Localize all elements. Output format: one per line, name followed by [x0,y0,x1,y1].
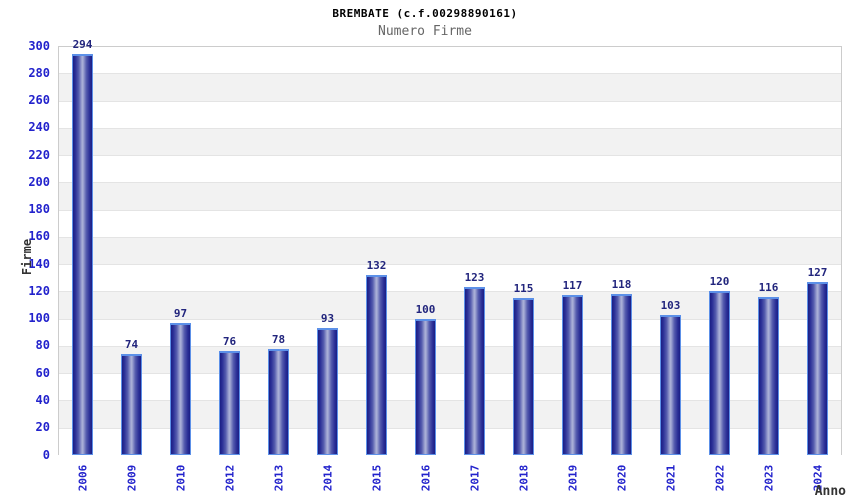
y-tick-label: 120 [28,283,50,298]
x-tick-label: 2015 [370,464,383,492]
x-tick-label: 2006 [76,464,89,492]
x-tick-label: 2022 [713,464,726,492]
bar-value-label: 78 [271,332,286,346]
bar-value-label: 100 [415,302,436,316]
bar [317,328,338,455]
bar [366,275,387,455]
y-tick-label: 280 [28,65,50,80]
x-tick-label: 2009 [125,464,138,492]
x-tick-label: 2021 [664,464,677,492]
y-axis-title: Firme [20,238,34,276]
y-tick-label: 20 [35,420,50,435]
bar-value-label: 93 [320,312,335,326]
grid-band [59,128,841,157]
bar [807,281,828,455]
x-tick-label: 2019 [566,464,579,492]
bar [660,314,681,455]
grid-band [59,183,841,211]
bar-value-label: 116 [758,280,779,294]
chart-title: BREMBATE (c.f.00298890161) [332,7,518,20]
grid-band [59,210,841,238]
bar-value-label: 76 [222,335,237,349]
y-tick-label: 100 [28,311,50,326]
bar [513,298,534,455]
bar [709,291,730,455]
x-axis-title: Anno [814,484,846,499]
bar-value-label: 115 [513,282,534,296]
grid-band [59,156,841,184]
bar-value-label: 294 [72,38,93,52]
y-tick-label: 200 [28,174,50,189]
x-tick-label: 2023 [762,464,775,492]
bar-value-label: 103 [660,298,681,312]
bar-value-label: 123 [464,271,485,285]
bar-value-label: 132 [366,259,387,273]
grid-band [59,265,841,293]
grid-band [59,47,841,75]
x-tick-label: 2016 [419,464,432,492]
chart-subtitle: Numero Firme [378,24,472,39]
y-tick-label: 180 [28,202,50,217]
x-tick-label: 2017 [468,464,481,492]
grid-band [59,101,841,129]
bar [72,54,93,455]
y-tick-label: 140 [28,256,50,271]
y-tick-label: 0 [42,447,50,462]
x-tick-label: 2018 [517,464,530,492]
bar [268,348,289,455]
bar [415,318,436,455]
y-tick-label: 240 [28,120,50,135]
grid-band [59,74,841,102]
bar-value-label: 117 [562,279,583,293]
bar-value-label: 127 [807,265,828,279]
bar [758,296,779,455]
bar [562,295,583,455]
y-tick-label: 40 [35,392,50,407]
grid-band [59,237,841,266]
bar [611,294,632,455]
bar [219,351,240,455]
y-tick-label: 80 [35,338,50,353]
y-tick-label: 300 [28,38,50,53]
bar-value-label: 120 [709,275,730,289]
x-tick-label: 2013 [272,464,285,492]
bar-value-label: 74 [124,338,139,352]
bar [170,322,191,455]
y-tick-label: 220 [28,147,50,162]
y-tick-label: 160 [28,229,50,244]
x-tick-label: 2020 [615,464,628,492]
x-tick-label: 2014 [321,464,334,492]
bar [464,287,485,455]
x-tick-label: 2012 [223,464,236,492]
y-tick-label: 260 [28,93,50,108]
bar [121,354,142,455]
bar-value-label: 118 [611,278,632,292]
y-tick-label: 60 [35,365,50,380]
bar-value-label: 97 [173,306,188,320]
x-tick-label: 2010 [174,464,187,492]
